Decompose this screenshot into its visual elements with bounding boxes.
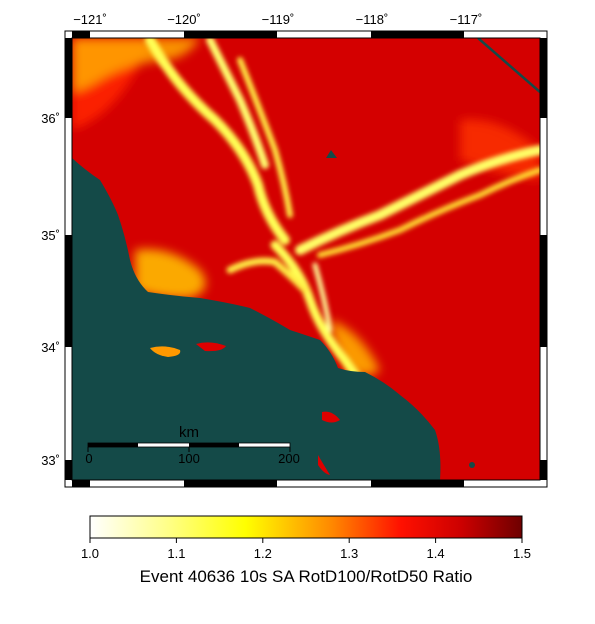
lon-label-118: −118˚	[356, 12, 389, 27]
lat-label-36: 36˚	[41, 111, 60, 126]
colorbar-tick-label: 1.4	[427, 546, 445, 561]
lon-label-117: −117˚	[450, 12, 483, 27]
lon-label-121: −121˚	[73, 12, 107, 27]
colorbar-title: Event 40636 10s SA RotD100/RotD50 Ratio	[140, 567, 473, 586]
scale-label-0: 0	[85, 451, 92, 466]
colorbar-gradient	[89, 515, 523, 539]
scale-label-200: 200	[278, 451, 300, 466]
colorbar-tick-label: 1.5	[513, 546, 531, 561]
colorbar-tick-label: 1.0	[81, 546, 99, 561]
colorbar-tick-label: 1.1	[167, 546, 185, 561]
lat-label-33: 33˚	[41, 453, 60, 468]
lake	[469, 462, 475, 468]
frame-ticks	[65, 31, 547, 487]
lon-label-120: −120˚	[167, 12, 201, 27]
ocean	[72, 158, 441, 480]
ratio-field: km 0 100 200	[72, 38, 540, 480]
colorbar-tick-label: 1.2	[254, 546, 272, 561]
island	[150, 346, 181, 357]
scale-bar: km 0 100 200	[85, 424, 299, 466]
field-bands	[72, 38, 540, 376]
scale-label-100: 100	[178, 451, 200, 466]
lake	[326, 150, 337, 158]
border-line	[477, 38, 540, 93]
island	[196, 342, 226, 352]
colorbar: 1.0 1.1 1.2 1.3 1.4 1.5 Event 40636 10s SA Ro…	[81, 515, 531, 586]
island	[318, 455, 330, 475]
scale-unit: km	[179, 424, 199, 441]
colorbar-tick-label: 1.3	[340, 546, 358, 561]
lat-label-35: 35˚	[41, 228, 60, 243]
lon-label-119: −119˚	[262, 12, 295, 27]
island	[322, 411, 340, 423]
lat-label-34: 34˚	[41, 340, 60, 355]
